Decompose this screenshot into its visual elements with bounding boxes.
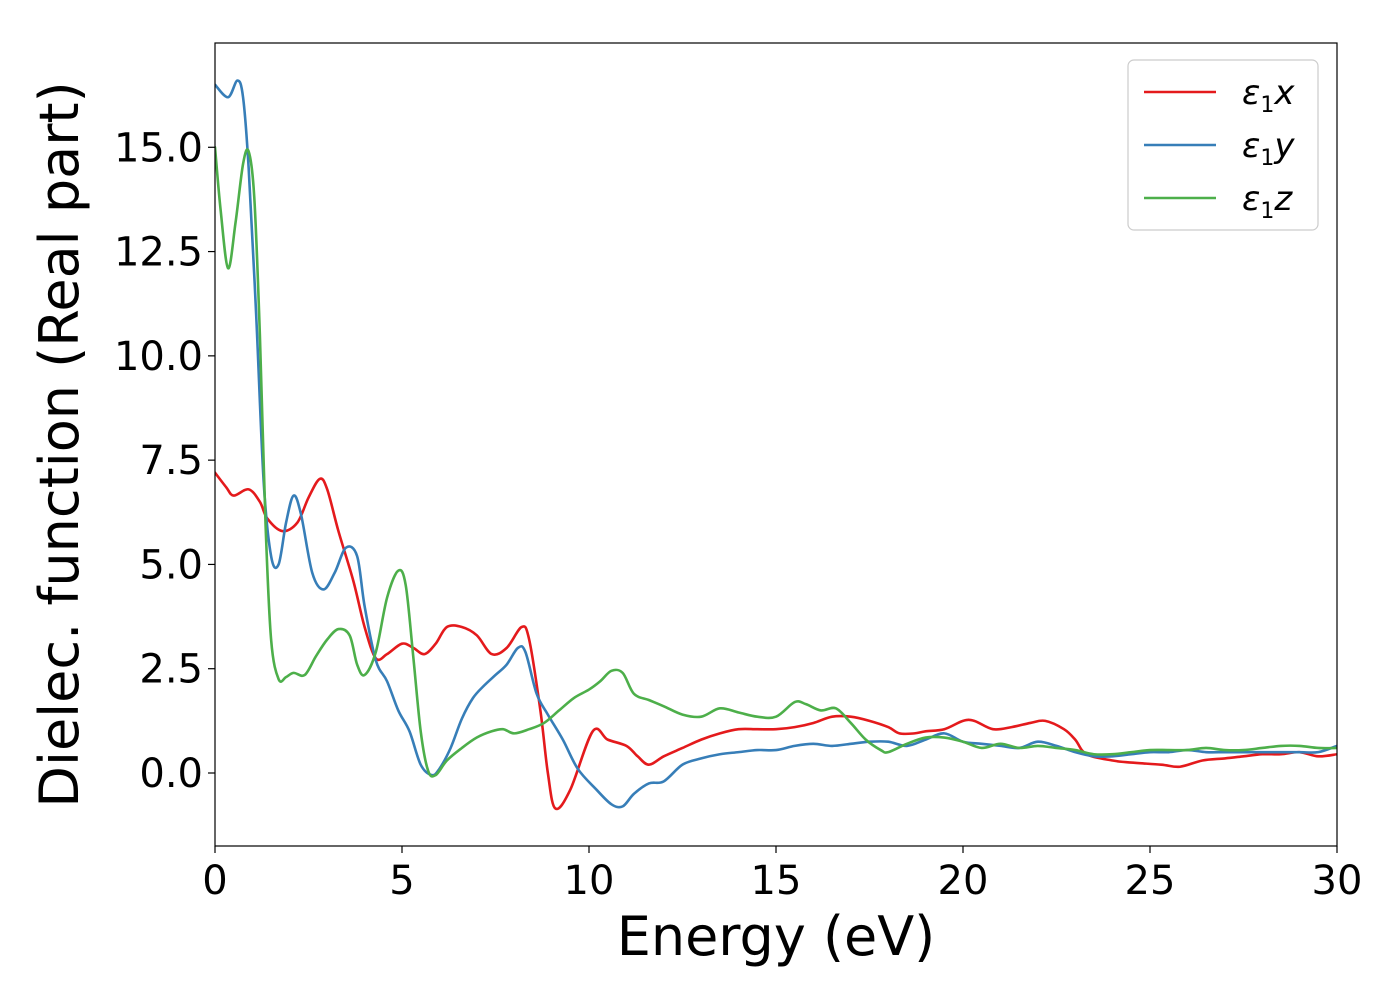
series-layer (215, 79, 1337, 811)
x-tick-label: 15 (751, 858, 802, 904)
legend-subscript: 1 (1260, 93, 1274, 118)
y-tick-label: 0.0 (139, 751, 203, 797)
x-tick-label: 25 (1125, 858, 1176, 904)
legend-component: z (1273, 179, 1293, 219)
y-tick-label: 7.5 (139, 438, 203, 484)
legend-label: ε1y (1242, 126, 1295, 171)
legend-box (1127, 59, 1319, 231)
x-tick-label: 5 (389, 858, 414, 904)
y-tick-label: 2.5 (139, 647, 203, 693)
x-tick-label: 0 (202, 858, 227, 904)
legend-component: x (1273, 73, 1295, 113)
x-tick-label: 30 (1312, 858, 1363, 904)
x-axis: 0 5 10 15 20 25 30 (202, 846, 1362, 904)
y-axis: 0.0 2.5 5.0 7.5 10.0 12.5 15.0 (114, 125, 215, 797)
x-axis-title: Energy (eV) (617, 905, 936, 968)
legend-item: ε1y (1144, 126, 1295, 171)
legend-label: ε1x (1242, 73, 1295, 118)
series-line-x (215, 471, 1337, 811)
legend-symbol: ε (1242, 73, 1260, 113)
legend-symbol: ε (1242, 179, 1260, 219)
legend-component: y (1273, 126, 1295, 166)
y-tick-label: 12.5 (114, 230, 203, 276)
legend-item: ε1z (1144, 179, 1293, 224)
series-line-z (215, 145, 1337, 778)
legend-item: ε1x (1144, 73, 1295, 118)
legend-subscript: 1 (1260, 146, 1274, 171)
legend-label: ε1z (1242, 179, 1293, 224)
y-tick-label: 15.0 (114, 125, 203, 171)
legend-symbol: ε (1242, 126, 1260, 166)
y-tick-label: 10.0 (114, 334, 203, 380)
y-axis-title: Dielec. function (Real part) (28, 81, 91, 807)
series-line-y (215, 79, 1337, 809)
x-tick-label: 10 (564, 858, 615, 904)
y-tick-label: 5.0 (139, 542, 203, 588)
x-tick-label: 20 (938, 858, 989, 904)
legend-subscript: 1 (1260, 199, 1274, 224)
